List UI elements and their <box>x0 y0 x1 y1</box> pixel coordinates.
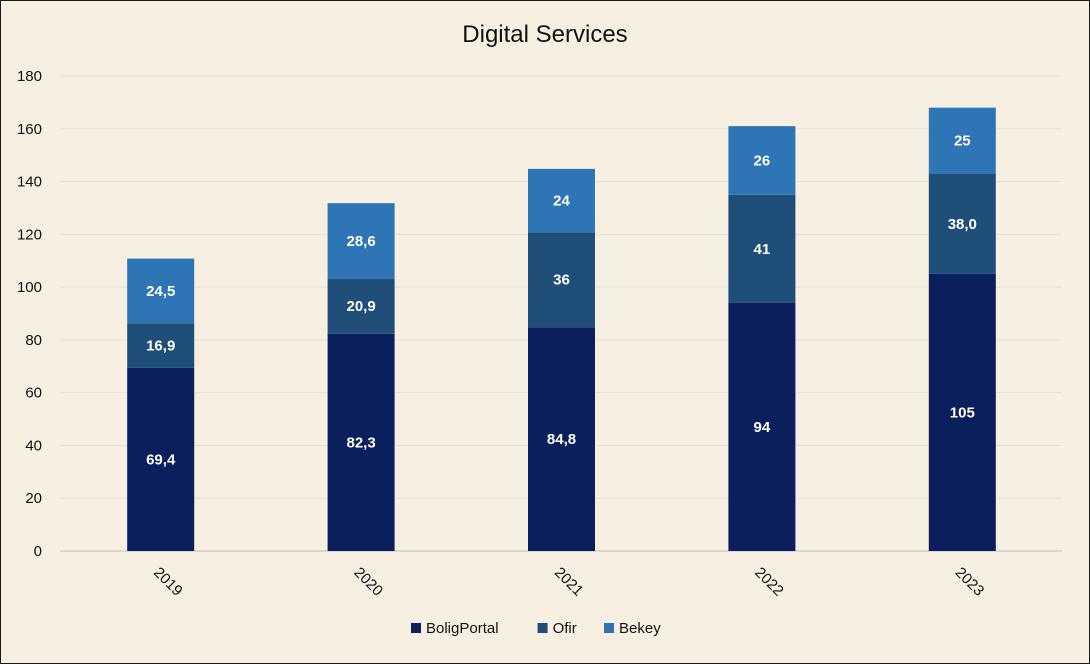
data-label: 36 <box>553 272 570 289</box>
bar-segment-boligportal-2023 <box>928 273 996 551</box>
gridlines <box>60 75 1062 552</box>
y-tick-label: 160 <box>17 121 42 138</box>
data-label: 84,8 <box>547 431 576 448</box>
data-label: 38,0 <box>948 216 977 233</box>
y-tick-label: 60 <box>25 385 42 402</box>
y-tick-label: 140 <box>17 174 42 191</box>
y-tick-label: 180 <box>17 68 42 85</box>
legend-swatch-ofir <box>537 623 548 633</box>
y-axis: 0 20 40 60 80 100 120 140 160 180 <box>17 68 42 560</box>
legend: BoligPortal Ofir Bekey <box>411 620 661 637</box>
legend-label-boligportal: BoligPortal <box>426 620 499 637</box>
x-tick-label: 2023 <box>952 564 988 600</box>
x-axis: 2019 2020 2021 2022 2023 <box>150 564 987 600</box>
bar-segment-boligportal-2022 <box>728 302 796 551</box>
data-label: 94 <box>754 419 771 436</box>
y-tick-label: 100 <box>17 279 42 296</box>
x-tick-label: 2021 <box>551 564 587 600</box>
bar-segment-ofir-2021 <box>528 232 595 328</box>
x-tick-label: 2019 <box>150 564 186 600</box>
data-label: 16,9 <box>146 338 175 355</box>
bar-segment-ofir-2020 <box>327 278 395 334</box>
data-label: 25 <box>954 133 971 150</box>
data-label: 24,5 <box>146 283 175 300</box>
data-label: 26 <box>754 152 771 169</box>
data-label: 28,6 <box>346 233 375 250</box>
bar-segment-boligportal-2019 <box>127 367 195 551</box>
bar-segment-ofir-2023 <box>928 173 996 274</box>
data-label: 69,4 <box>146 451 176 468</box>
legend-swatch-boligportal <box>411 623 421 633</box>
y-tick-label: 0 <box>34 543 42 560</box>
x-tick-label: 2022 <box>751 564 787 600</box>
data-label: 24 <box>553 193 570 210</box>
x-tick-label: 2020 <box>350 564 386 600</box>
bars: 69,4 16,9 24,5 82,3 20,9 28,6 84,8 36 24 94 41 26 10… <box>127 107 996 551</box>
data-label: 20,9 <box>346 298 375 315</box>
bar-segment-ofir-2019 <box>127 323 195 368</box>
legend-label-bekey: Bekey <box>619 620 661 637</box>
legend-swatch-bekey <box>604 623 614 633</box>
y-tick-label: 20 <box>25 490 42 507</box>
bar-segment-bekey-2019 <box>127 258 195 324</box>
bar-segment-ofir-2022 <box>728 194 796 303</box>
data-label: 41 <box>754 241 771 258</box>
chart-title: Digital Services <box>462 21 627 48</box>
y-tick-label: 120 <box>17 226 42 243</box>
bar-segment-bekey-2022 <box>728 126 796 195</box>
bar-segment-boligportal-2020 <box>327 333 395 551</box>
bar-segment-boligportal-2021 <box>528 327 595 551</box>
bar-segment-bekey-2020 <box>327 203 395 279</box>
legend-label-ofir: Ofir <box>553 620 577 637</box>
data-label: 105 <box>950 404 975 421</box>
y-tick-label: 40 <box>25 437 42 454</box>
bar-segment-bekey-2021 <box>528 168 595 233</box>
bar-segment-bekey-2023 <box>928 107 996 174</box>
data-label: 82,3 <box>346 434 375 451</box>
y-tick-label: 80 <box>25 332 42 349</box>
